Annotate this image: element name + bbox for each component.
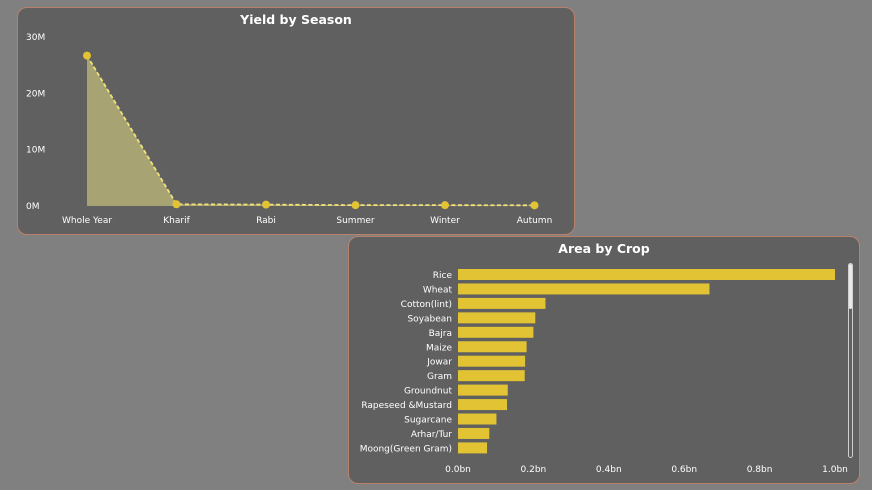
crop-label: Wheat — [423, 285, 453, 295]
data-point — [351, 201, 360, 210]
yield-by-season-chart: 0M 10M 20M 30M Whole Year Kharif Rabi Summer Win… — [26, 33, 553, 226]
crop-label: Gram — [427, 372, 452, 382]
bar — [458, 297, 546, 309]
crop-label: Groundnut — [404, 387, 453, 397]
bar — [458, 370, 525, 382]
data-point — [172, 200, 181, 209]
data-point — [441, 201, 449, 210]
bar — [458, 427, 490, 439]
x-tick-label: Winter — [430, 216, 460, 226]
series-line — [86, 55, 535, 207]
y-tick-label: 30M — [26, 33, 45, 43]
chart-scrollbar[interactable] — [848, 263, 853, 458]
x-tick-label: 0.0bn — [445, 465, 471, 475]
series-area — [87, 55, 535, 207]
bar — [458, 326, 534, 338]
crop-label: Rapeseed &Mustard — [361, 401, 452, 411]
crop-label: Arhar/Tur — [411, 430, 452, 440]
x-tick-label: 1.0bn — [822, 465, 848, 475]
crop-label: Soyabean — [407, 314, 452, 324]
crop-label: Maize — [426, 343, 453, 353]
x-tick-label: 0.8bn — [747, 465, 773, 475]
x-tick-label: 0.6bn — [671, 465, 697, 475]
bar — [458, 341, 527, 353]
bar — [458, 312, 536, 324]
data-point — [530, 201, 539, 210]
bar — [458, 355, 526, 367]
crop-label: Rice — [433, 271, 453, 281]
crop-label: Moong(Green Gram) — [360, 444, 452, 454]
crop-label: Bajra — [429, 329, 452, 339]
x-tick-label: Autumn — [517, 216, 553, 226]
area-by-crop-chart: Rice Wheat Cotton(lint) Soyabean Bajra Maize J… — [360, 269, 848, 475]
bar — [458, 399, 508, 411]
x-tick-label: Summer — [336, 216, 374, 226]
yield-by-season-card: Yield by Season 0M 10M 20M 30M Whole Year Kha… — [17, 7, 575, 235]
data-point — [262, 200, 270, 209]
crop-label: Cotton(lint) — [401, 300, 452, 310]
scrollbar-thumb[interactable] — [849, 264, 852, 309]
area-by-crop-card: Area by Crop Rice Wheat Cotton(lint) Soyabe… — [348, 236, 860, 484]
x-tick-label: Rabi — [256, 216, 276, 226]
y-tick-label: 10M — [26, 146, 45, 156]
bar — [458, 413, 497, 425]
bar — [458, 283, 710, 295]
y-tick-label: 20M — [26, 89, 45, 99]
crop-label: Sugarcane — [404, 416, 452, 426]
bar — [458, 442, 488, 454]
bar — [458, 269, 835, 280]
area-chart-title: Area by Crop — [558, 241, 650, 256]
data-point — [83, 51, 91, 60]
y-tick-label: 0M — [26, 202, 40, 212]
bar — [458, 384, 508, 396]
yield-chart-title: Yield by Season — [240, 12, 352, 27]
x-tick-label: Kharif — [163, 216, 190, 226]
x-tick-label: 0.2bn — [521, 465, 547, 475]
x-tick-label: Whole Year — [62, 216, 112, 226]
crop-label: Jowar — [426, 358, 452, 368]
x-tick-label: 0.4bn — [596, 465, 622, 475]
